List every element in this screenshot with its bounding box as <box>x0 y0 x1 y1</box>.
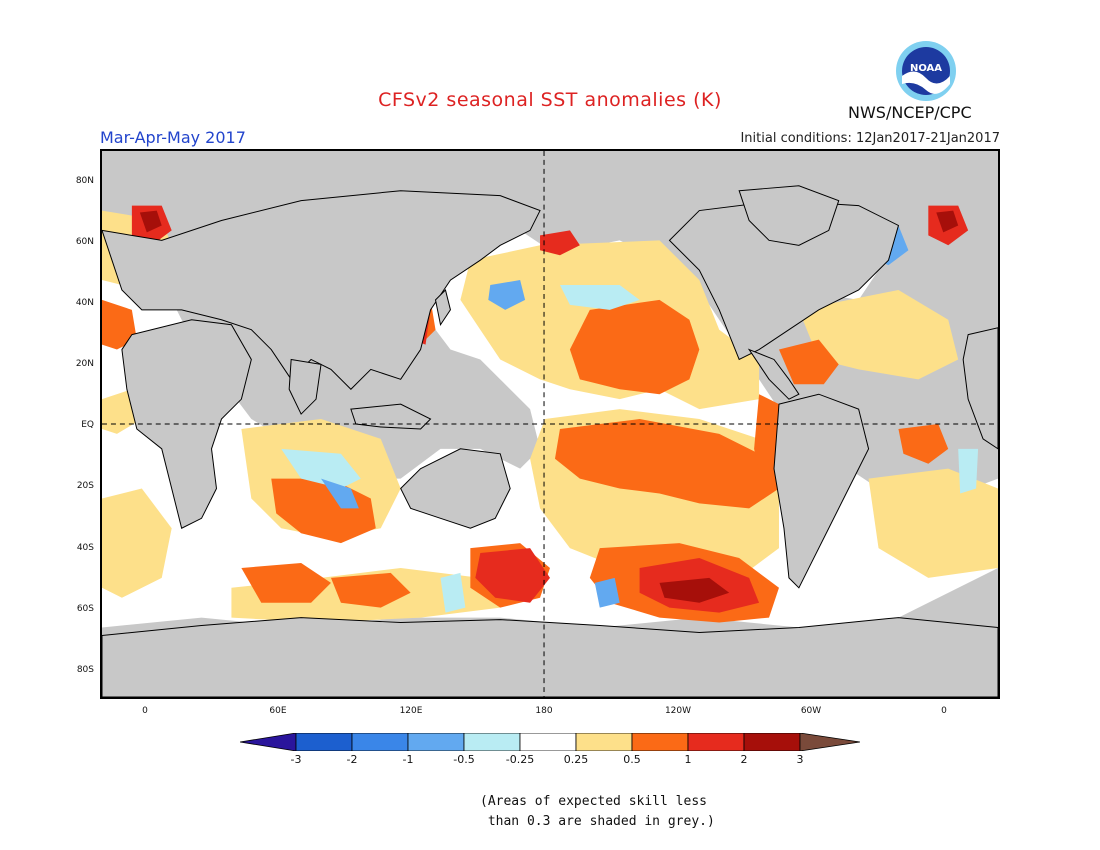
north-america <box>668 200 900 361</box>
lon-label: 120E <box>399 706 423 716</box>
greenland <box>738 185 840 246</box>
lon-label: 0 <box>142 706 148 716</box>
season-label: Mar-Apr-May 2017 <box>100 128 246 147</box>
logo-text: NOAA <box>910 63 942 74</box>
lat-label: 60S <box>76 604 94 614</box>
lon-label: 180 <box>535 706 553 716</box>
colorbar-label: -0.25 <box>505 753 535 766</box>
colorbar-label: 0.25 <box>563 753 589 766</box>
colorbar-cell <box>407 733 465 751</box>
colorbar-cell <box>743 733 801 751</box>
colorbar <box>240 733 860 751</box>
skill-note-line: than 0.3 are shaded in grey.) <box>480 814 715 829</box>
anomaly-light-blue <box>281 285 979 613</box>
colorbar-min-arrow <box>240 733 297 751</box>
colorbar-cell <box>631 733 689 751</box>
lat-label: 80N <box>75 176 94 186</box>
colorbar-label: -3 <box>290 753 302 766</box>
skill-note-line: (Areas of expected skill less <box>480 794 707 809</box>
colorbar-cell <box>463 733 521 751</box>
africa-right <box>962 327 998 450</box>
colorbar-max-arrow <box>799 733 860 751</box>
lon-label: 60W <box>800 706 822 716</box>
sst-anomaly-map <box>100 149 1000 699</box>
lat-label: 20N <box>75 359 94 369</box>
skill-note: (Areas of expected skill less than 0.3 a… <box>480 792 715 832</box>
colorbar-cell <box>351 733 409 751</box>
lon-label: 120W <box>664 706 692 716</box>
noaa-logo: NOAA <box>896 41 956 101</box>
europe-asia <box>102 190 541 390</box>
colorbar-cell <box>575 733 633 751</box>
australia <box>400 448 511 529</box>
antarctica <box>102 617 998 697</box>
colorbar-cell <box>519 733 577 751</box>
anomaly-orange <box>102 299 949 623</box>
colorbar-label: 2 <box>740 753 748 766</box>
colorbar-label: 3 <box>796 753 804 766</box>
initial-conditions-label: Initial conditions: 12Jan2017-21Jan2017 <box>740 131 1000 146</box>
colorbar-label: -0.5 <box>453 753 475 766</box>
lat-label: 60N <box>75 237 94 247</box>
anomaly-dark-red <box>139 210 959 603</box>
lon-label: 60E <box>269 706 287 716</box>
org-label: NWS/NCEP/CPC <box>848 103 972 122</box>
colorbar-cell <box>687 733 745 751</box>
lon-label: 0 <box>941 706 947 716</box>
colorbar-label: 1 <box>684 753 692 766</box>
japan <box>434 289 451 326</box>
lat-label: 40N <box>75 298 94 308</box>
lat-label: 20S <box>76 481 94 491</box>
land <box>102 185 998 697</box>
india <box>288 358 322 415</box>
colorbar-label: 0.5 <box>623 753 641 766</box>
colorbar-label: -1 <box>402 753 414 766</box>
south-america <box>773 393 870 589</box>
central-america <box>747 348 800 400</box>
lat-label: EQ <box>81 420 94 430</box>
colorbar-cell <box>295 733 353 751</box>
colorbar-label: -2 <box>346 753 358 766</box>
lat-label: 80S <box>76 665 94 675</box>
chart-title: CFSv2 seasonal SST anomalies (K) <box>378 89 722 111</box>
lat-label: 40S <box>76 543 94 553</box>
